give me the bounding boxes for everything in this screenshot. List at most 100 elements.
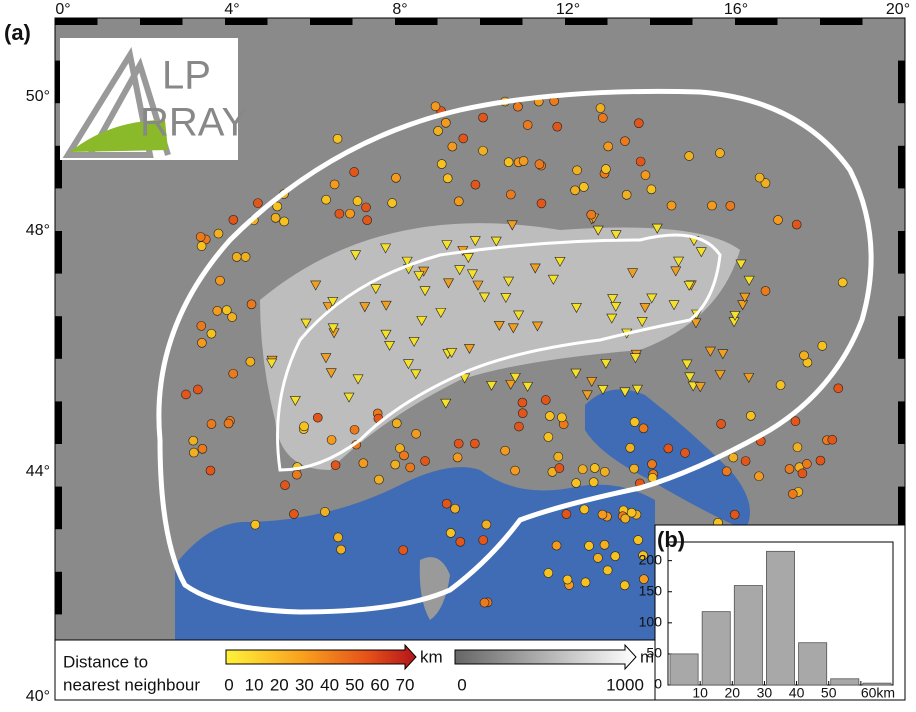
station — [447, 141, 458, 152]
station — [322, 302, 334, 313]
station — [737, 300, 749, 311]
station — [349, 167, 359, 177]
station — [312, 412, 323, 423]
station — [380, 243, 392, 254]
station — [619, 387, 631, 398]
station — [197, 337, 207, 348]
station — [791, 219, 802, 230]
station — [327, 323, 339, 334]
mediterranean-sea — [175, 467, 655, 640]
station — [441, 118, 451, 128]
station — [300, 318, 312, 329]
station — [802, 459, 812, 469]
station — [310, 280, 322, 291]
panel-label: (a) — [4, 20, 31, 45]
frame-tick — [565, 18, 608, 25]
station — [352, 374, 364, 385]
station — [833, 383, 844, 394]
station — [725, 200, 736, 211]
station — [289, 509, 299, 519]
station — [246, 299, 257, 310]
station — [792, 442, 803, 453]
station — [490, 236, 502, 247]
station — [362, 215, 372, 226]
station — [349, 424, 360, 435]
bar — [733, 585, 763, 686]
station — [625, 443, 635, 453]
station — [513, 101, 523, 112]
station — [500, 293, 512, 304]
station — [647, 459, 657, 469]
station — [639, 303, 651, 314]
station — [333, 532, 343, 543]
station — [419, 286, 431, 297]
station — [743, 275, 755, 286]
station — [586, 209, 597, 220]
station — [837, 277, 848, 288]
station — [506, 189, 516, 200]
station — [231, 252, 242, 262]
station — [478, 145, 488, 156]
station — [478, 535, 488, 545]
station — [815, 455, 826, 466]
frame-tick — [898, 231, 905, 274]
colorbar-tick-label: 40 — [320, 675, 339, 694]
station — [195, 232, 206, 242]
station — [666, 200, 677, 211]
station — [646, 293, 658, 304]
station — [673, 256, 685, 267]
station — [441, 240, 453, 251]
station — [606, 313, 618, 324]
station — [531, 321, 543, 332]
station — [505, 379, 517, 390]
station — [797, 468, 808, 479]
x-tick-label: 30 — [757, 685, 773, 701]
station — [326, 435, 337, 445]
legend-title: nearest neighbour — [63, 675, 200, 694]
station — [463, 344, 475, 355]
station — [597, 385, 609, 396]
station — [607, 294, 619, 305]
x-tick-label: 60km — [861, 685, 895, 701]
station — [321, 194, 331, 205]
station — [212, 306, 223, 316]
station — [486, 381, 498, 391]
station — [570, 185, 580, 196]
lon-label: 0° — [55, 1, 70, 18]
frame-tick — [310, 18, 353, 25]
station — [621, 190, 632, 200]
station — [352, 196, 363, 206]
y-tick-label: 150 — [639, 582, 663, 598]
station — [391, 418, 402, 429]
station — [690, 318, 702, 329]
station — [619, 580, 630, 591]
station — [629, 353, 641, 364]
station — [329, 179, 340, 190]
station — [402, 359, 414, 370]
station — [717, 349, 729, 360]
station — [600, 358, 612, 369]
station — [754, 172, 765, 183]
station — [620, 136, 630, 146]
station — [714, 370, 726, 380]
station — [416, 316, 428, 326]
station — [589, 463, 600, 473]
station — [395, 443, 405, 454]
station — [534, 159, 545, 170]
station — [279, 216, 289, 227]
station — [522, 382, 534, 392]
station — [680, 448, 690, 458]
station — [205, 465, 216, 476]
station — [601, 164, 611, 174]
station — [503, 157, 514, 167]
station — [450, 503, 460, 514]
station — [272, 201, 283, 212]
station — [442, 173, 453, 184]
station — [586, 377, 598, 387]
lat-label: 48° — [26, 222, 50, 239]
station — [529, 263, 541, 274]
colorbar-tick-label: 70 — [396, 675, 415, 694]
station — [327, 297, 339, 307]
station — [270, 213, 281, 223]
